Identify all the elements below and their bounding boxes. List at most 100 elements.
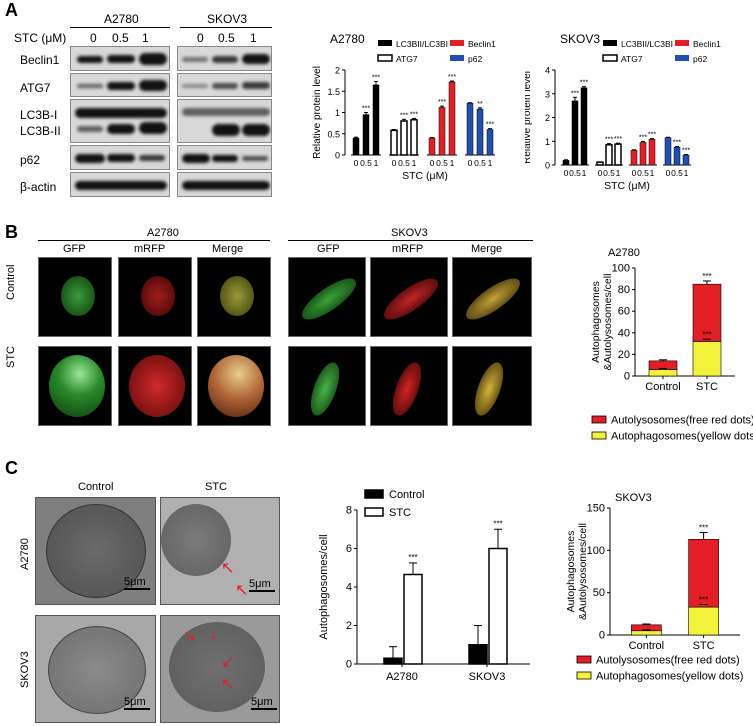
x-tick-label: 0 [632, 168, 637, 178]
x-tick-label: 0.5 [436, 158, 448, 168]
legend-swatch [450, 55, 464, 61]
y-axis-label: &Autolysosomes/cell [602, 274, 614, 371]
x-tick-label: STC [693, 640, 715, 652]
y-tick-label: 100 [612, 263, 630, 275]
fluo-channel-label: mRFP [134, 243, 166, 255]
bar [614, 143, 622, 166]
blot-dose: 1 [142, 31, 149, 45]
y-tick-label: 2 [335, 66, 340, 76]
chart-skov3-autophagosomes: SKOV3 0 50 100 150 Autophagosomes &Autolysosom… [565, 492, 743, 683]
y-tick-label: 4 [545, 66, 550, 76]
significance-label: *** [682, 148, 690, 155]
bar [580, 87, 588, 166]
significance-label: *** [448, 74, 456, 81]
blot-dose: 0 [90, 31, 97, 45]
bar [562, 160, 570, 166]
blot-strip-beclin1-a2780 [70, 46, 170, 71]
bar [438, 107, 446, 156]
x-tick-label: 0 [392, 158, 397, 168]
y-tick-label: 100 [587, 545, 605, 557]
blot-strip-atg7-a2780 [70, 73, 170, 97]
blot-dose: 0.5 [112, 31, 129, 45]
chart-title: SKOV3 [615, 492, 652, 504]
chart-title: SKOV3 [560, 32, 600, 46]
y-tick-label: 50 [593, 587, 605, 599]
bar [468, 644, 488, 665]
x-tick-label: 0.5 [671, 168, 683, 178]
arrow-icon: ↙ [221, 654, 235, 671]
legend-swatch [377, 54, 393, 62]
fluo-image-skov3-control-mrfp [370, 257, 448, 337]
bar [596, 161, 604, 166]
blot-strip-p62-skov3 [177, 145, 272, 170]
x-tick-label: Control [645, 381, 680, 393]
blot-strip-lc3b-a2780 [70, 99, 170, 143]
fluo-header-line [288, 240, 533, 241]
fluo-channel-label: GFP [317, 243, 340, 255]
x-tick-label: 1 [450, 158, 455, 168]
fluo-header-line [38, 240, 270, 241]
legend-label: Autophagosomes(yellow dots) [611, 431, 753, 443]
blot-header-line [180, 27, 272, 28]
significance-label: *** [699, 524, 708, 533]
bar-segment-yellow [631, 630, 662, 636]
y-tick-label: 0 [545, 161, 550, 171]
y-tick-label: 4 [346, 582, 352, 594]
bar [400, 120, 408, 156]
bar [383, 657, 403, 665]
bar-segment-yellow [648, 369, 678, 377]
significance-label: *** [571, 90, 579, 97]
significance-label: ** [477, 101, 483, 108]
legend-label: Beclin1 [468, 39, 496, 49]
legend-label: LC3BII/LC3BI [396, 39, 448, 49]
fluo-image-skov3-stc-merge [452, 346, 532, 426]
chart-title: A2780 [608, 247, 640, 259]
significance-label: *** [639, 134, 647, 141]
blot-protein-label: Beclin1 [20, 53, 60, 67]
arrow-icon: ↖ [235, 582, 249, 599]
legend-label: p62 [693, 54, 707, 64]
x-tick-label: 1 [650, 168, 655, 178]
arrow-icon: ↖ [221, 560, 235, 577]
bar [486, 129, 494, 156]
fluo-image-a2780-stc-mrfp [118, 346, 192, 426]
y-tick-label: 8 [346, 505, 352, 517]
x-tick-label: 0.5 [569, 168, 581, 178]
bar [673, 146, 681, 166]
significance-label: *** [408, 553, 417, 562]
blot-dose: 0 [197, 31, 204, 45]
legend-label: ATG7 [396, 54, 418, 64]
bar [639, 142, 647, 166]
legend-swatch [364, 489, 384, 499]
y-axis-label: Relative protein level [525, 71, 533, 164]
bar [466, 102, 474, 156]
blot-strip-lc3b-skov3 [177, 99, 272, 143]
y-tick-label: 0 [624, 371, 630, 383]
x-tick-label: 0.5 [603, 168, 615, 178]
fluo-cell-line-skov3: SKOV3 [391, 227, 428, 239]
fluo-cell-line-a2780: A2780 [147, 227, 179, 239]
significance-label: *** [699, 596, 708, 605]
fluo-image-skov3-stc-gfp [288, 346, 366, 426]
bar [571, 100, 579, 166]
legend-swatch [591, 415, 607, 424]
legend-swatch [602, 54, 618, 62]
significance-label: *** [614, 136, 622, 143]
bar [390, 129, 398, 156]
significance-label: *** [605, 137, 613, 144]
x-tick-label: 0.5 [474, 158, 486, 168]
blot-protein-label: β-actin [20, 180, 57, 194]
bar-segment-red [688, 539, 719, 608]
tem-image-skov3-stc: ↘ ↓ ↙ ↖ 5μm [160, 615, 280, 723]
y-tick-label: 0 [346, 659, 352, 671]
y-tick-label: 1.5 [327, 87, 340, 97]
fluo-channel-label: Merge [212, 243, 244, 255]
blot-strip-p62-a2780 [70, 145, 170, 170]
bar [362, 114, 370, 156]
y-tick-label: 2 [346, 620, 352, 632]
significance-label: *** [486, 122, 494, 129]
legend-swatch [576, 671, 592, 680]
legend-swatch [591, 431, 607, 440]
y-axis-label: Autophagosomes [590, 281, 602, 363]
